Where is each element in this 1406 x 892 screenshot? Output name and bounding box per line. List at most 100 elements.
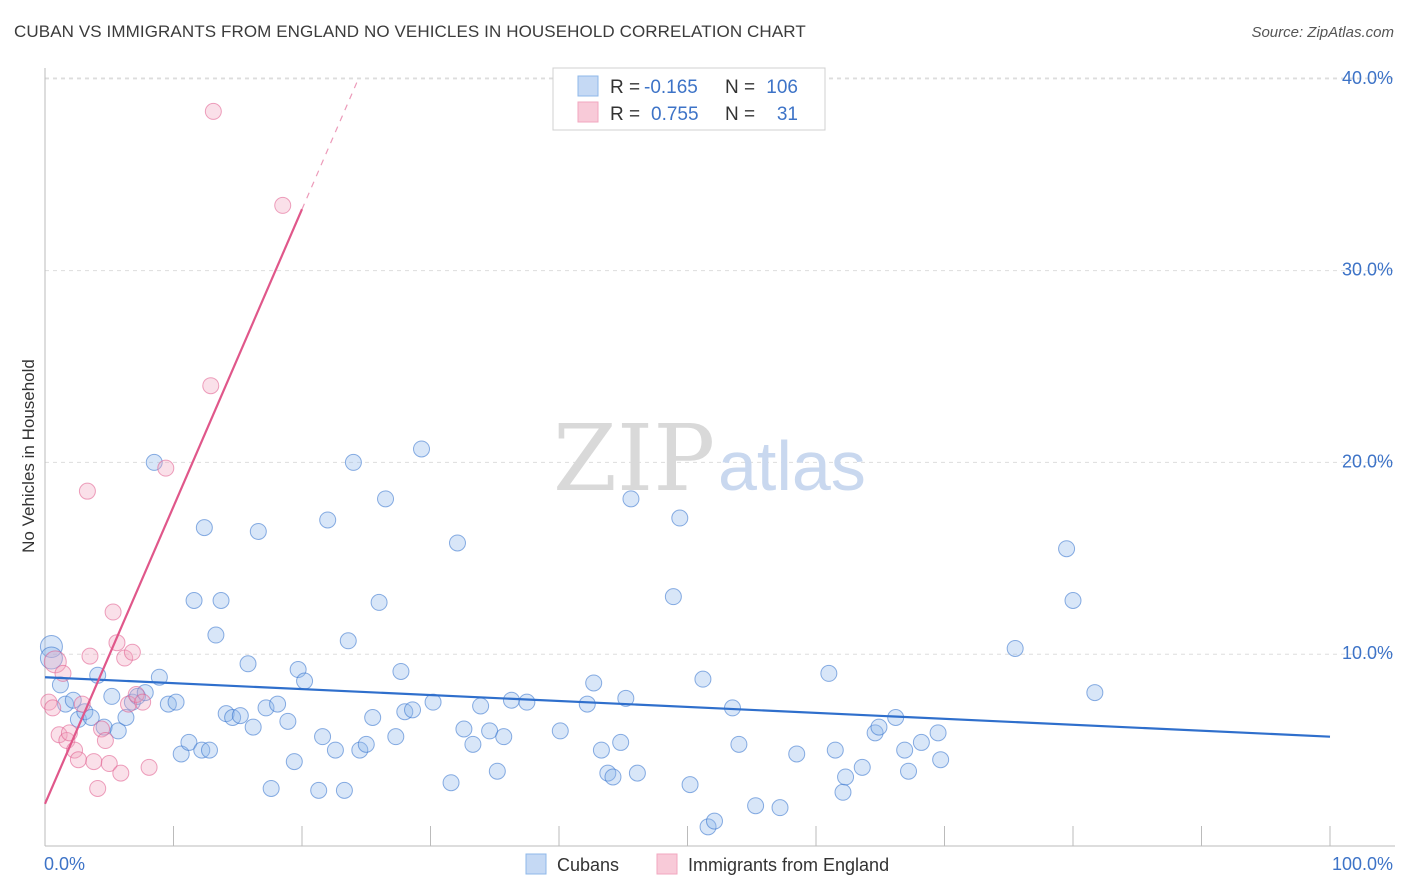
cubans-point bbox=[239, 655, 257, 673]
england-point bbox=[89, 779, 107, 797]
cubans-point bbox=[747, 797, 765, 815]
cubans-point bbox=[900, 762, 918, 780]
cubans-point bbox=[622, 490, 640, 508]
trend-lines bbox=[43, 81, 1331, 805]
cubans-point bbox=[1058, 540, 1076, 558]
y-tick-label: 10.0% bbox=[1342, 643, 1393, 663]
england-point bbox=[157, 459, 175, 477]
cubans-point bbox=[404, 701, 422, 719]
bottom-legend-label-england: Immigrants from England bbox=[688, 855, 889, 875]
watermark-zip: ZIP bbox=[553, 405, 715, 512]
cubans-point bbox=[699, 818, 717, 836]
england-point bbox=[69, 751, 87, 769]
cubans-point bbox=[932, 751, 950, 769]
cubans-point bbox=[617, 689, 635, 707]
cubans-point bbox=[820, 664, 838, 682]
chart-title: CUBAN VS IMMIGRANTS FROM ENGLAND NO VEHI… bbox=[14, 22, 806, 41]
legend-n-label-cubans: N = bbox=[725, 77, 755, 98]
bottom-legend-swatch-england bbox=[656, 853, 678, 875]
cubans-point bbox=[853, 758, 871, 776]
cubans-point bbox=[628, 764, 646, 782]
cubans-point bbox=[344, 453, 362, 471]
cubans-point bbox=[472, 697, 490, 715]
england-point bbox=[202, 377, 220, 395]
england-point bbox=[100, 755, 118, 773]
cubans-point bbox=[664, 588, 682, 606]
cubans-point bbox=[455, 720, 473, 738]
cubans-point bbox=[612, 733, 630, 751]
cubans-point bbox=[262, 779, 280, 797]
cubans-point bbox=[1064, 592, 1082, 610]
cubans-point bbox=[681, 776, 699, 794]
cubans-point bbox=[826, 741, 844, 759]
cubans-point bbox=[488, 762, 506, 780]
cubans-point bbox=[578, 695, 596, 713]
cubans-point bbox=[387, 728, 405, 746]
cubans-point bbox=[64, 691, 82, 709]
y-axis-label: No Vehicles in Household bbox=[19, 359, 38, 553]
cubans-point bbox=[896, 741, 914, 759]
cubans-point bbox=[424, 693, 442, 711]
cubans-point bbox=[448, 534, 466, 552]
trend-line-england bbox=[43, 208, 304, 805]
cubans-point bbox=[912, 733, 930, 751]
cubans-point bbox=[150, 668, 168, 686]
cubans-point bbox=[364, 708, 382, 726]
bottom-legend: Cubans Immigrants from England bbox=[525, 853, 889, 875]
trend-line-cubans bbox=[44, 676, 1331, 738]
cubans-point bbox=[592, 741, 610, 759]
x-tick-label-max: 100.0% bbox=[1332, 854, 1393, 874]
england-point bbox=[85, 753, 103, 771]
cubans-point bbox=[207, 626, 225, 644]
watermark-atlas: atlas bbox=[718, 427, 866, 505]
cubans-point bbox=[167, 693, 185, 711]
cubans-point bbox=[1006, 639, 1024, 657]
legend-r-value-england: 0.755 bbox=[651, 104, 699, 125]
cubans-point bbox=[929, 724, 947, 742]
cubans-point bbox=[269, 695, 287, 713]
cubans-point bbox=[771, 799, 789, 817]
legend-n-value-cubans: 106 bbox=[766, 77, 798, 98]
cubans-point bbox=[551, 722, 569, 740]
england-point bbox=[81, 647, 99, 665]
cubans-point bbox=[244, 718, 262, 736]
cubans-point bbox=[495, 728, 513, 746]
england-point bbox=[274, 196, 292, 214]
cubans-point bbox=[604, 768, 622, 786]
x-tick-label-min: 0.0% bbox=[44, 854, 85, 874]
series-cubans bbox=[39, 440, 1104, 836]
cubans-point bbox=[413, 440, 431, 458]
cubans-point bbox=[694, 670, 712, 688]
legend-r-label-cubans: R = bbox=[610, 77, 640, 98]
england-point bbox=[123, 643, 141, 661]
cubans-point bbox=[319, 511, 337, 529]
y-tick-label: 30.0% bbox=[1342, 260, 1393, 280]
cubans-point bbox=[185, 592, 203, 610]
bottom-legend-swatch-cubans bbox=[525, 853, 547, 875]
cubans-point bbox=[585, 674, 603, 692]
cubans-point bbox=[180, 733, 198, 751]
cubans-point bbox=[464, 735, 482, 753]
legend-n-label-england: N = bbox=[725, 104, 755, 125]
cubans-point bbox=[502, 691, 520, 709]
gridlines bbox=[45, 77, 1395, 655]
legend-swatch-cubans bbox=[577, 75, 599, 97]
cubans-point bbox=[57, 695, 75, 713]
cubans-point bbox=[314, 728, 332, 746]
cubans-point bbox=[1086, 684, 1104, 702]
england-point bbox=[96, 732, 114, 750]
cubans-point bbox=[870, 718, 888, 736]
cubans-point bbox=[351, 741, 369, 759]
cubans-point bbox=[117, 708, 135, 726]
cubans-point bbox=[109, 722, 127, 740]
england-point bbox=[104, 603, 122, 621]
cubans-point bbox=[39, 646, 63, 670]
legend-r-value-cubans: -0.165 bbox=[644, 77, 698, 98]
series-england bbox=[40, 102, 292, 797]
england-point bbox=[44, 699, 62, 717]
y-tick-labels: 10.0% 20.0% 30.0% 40.0% bbox=[1342, 68, 1393, 663]
england-point bbox=[78, 482, 96, 500]
cubans-point bbox=[195, 519, 213, 537]
cubans-point bbox=[837, 768, 855, 786]
